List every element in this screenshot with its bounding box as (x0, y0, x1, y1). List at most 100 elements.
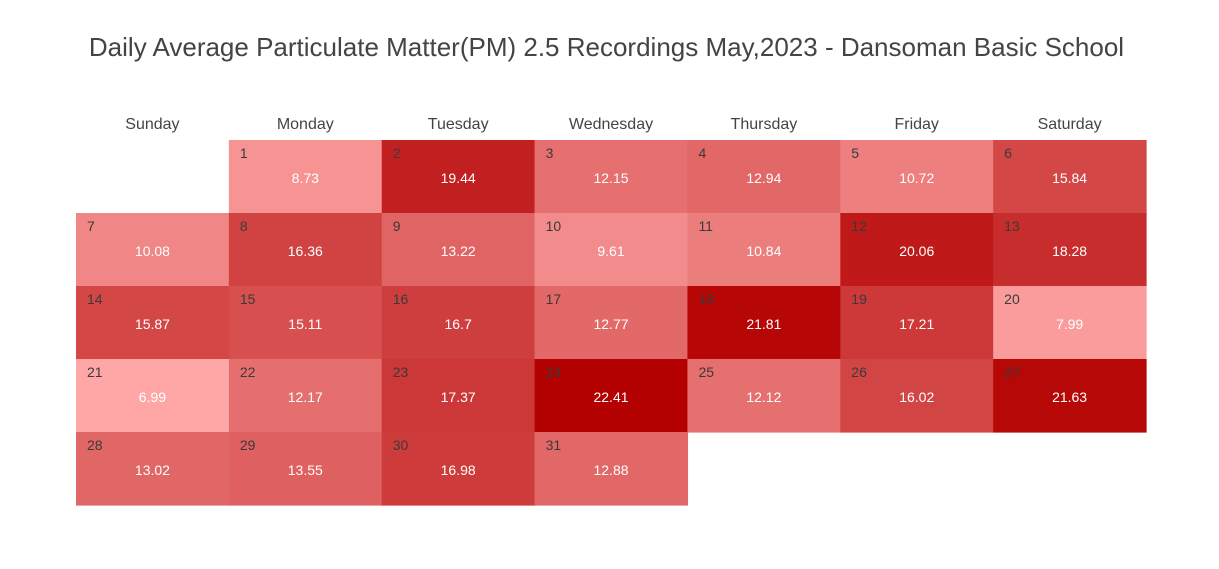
day-number: 1 (240, 145, 248, 161)
day-cell-20: 207.99 (993, 286, 1147, 360)
day-cell-25: 25 12.12 (687, 359, 841, 433)
day-number: 3 (546, 145, 554, 161)
day-number: 28 (87, 437, 103, 453)
value-label: 9.61 (597, 243, 624, 259)
value-label: 10.08 (135, 243, 170, 259)
day-cell-7: 710.08 (76, 213, 230, 287)
heat-cell (228, 432, 383, 506)
weekday-header-thursday: Thursday (731, 116, 798, 133)
heat-cell (228, 140, 383, 214)
heat-cell (687, 359, 841, 433)
day-number: 13 (1004, 218, 1020, 234)
day-cell-23: 23 17.37 (381, 359, 536, 433)
day-cell-2: 219.44 (381, 140, 536, 214)
day-cell-27: 27 21.63 (993, 359, 1147, 433)
heat-cell (840, 286, 994, 360)
weekday-header-monday: Monday (277, 116, 334, 133)
heat-cell (381, 140, 536, 214)
heat-cell (228, 286, 383, 360)
heat-cell (228, 359, 383, 433)
weekday-header-friday: Friday (894, 116, 938, 133)
day-number: 25 (698, 364, 714, 380)
heat-cell (840, 213, 994, 287)
day-number: 21 (87, 364, 103, 380)
day-cell-16: 16 16.7 (381, 286, 536, 360)
value-label: 6.99 (139, 389, 166, 405)
day-cell-8: 816.36 (228, 213, 383, 287)
day-cell-11: 11 10.84 (687, 213, 841, 287)
day-number: 11 (698, 218, 713, 234)
day-cell-12: 12 20.06 (840, 213, 994, 287)
day-number: 31 (546, 437, 562, 453)
heat-cell (687, 140, 841, 214)
value-label: 16.7 (445, 316, 472, 332)
heat-cell (534, 140, 689, 214)
heat-cell (76, 359, 230, 433)
heat-cell (534, 213, 689, 287)
value-label: 12.77 (593, 316, 628, 332)
value-label: 18.28 (1052, 243, 1087, 259)
day-number: 16 (393, 291, 409, 307)
value-label: 16.02 (899, 389, 934, 405)
heat-cell (76, 432, 230, 506)
value-label: 10.84 (746, 243, 781, 259)
heat-cell (993, 213, 1147, 287)
value-label: 8.73 (292, 170, 319, 186)
day-cell-26: 26 16.02 (840, 359, 994, 433)
value-label: 13.22 (441, 243, 476, 259)
day-number: 26 (851, 364, 867, 380)
day-cell-29: 29 13.55 (228, 432, 383, 506)
day-cell-14: 14 15.87 (76, 286, 230, 360)
day-number: 14 (87, 291, 103, 307)
value-label: 19.44 (441, 170, 476, 186)
day-cell-6: 615.84 (993, 140, 1147, 214)
day-number: 7 (87, 218, 95, 234)
heat-cell (993, 140, 1147, 214)
value-label: 12.94 (746, 170, 781, 186)
value-label: 15.11 (288, 316, 322, 332)
day-number: 17 (546, 291, 562, 307)
day-number: 15 (240, 291, 256, 307)
day-number: 6 (1004, 145, 1012, 161)
heat-cell (381, 432, 536, 506)
heat-cell (840, 359, 994, 433)
heat-cell (381, 359, 536, 433)
value-label: 13.02 (135, 462, 170, 478)
value-label: 12.12 (746, 389, 781, 405)
day-number: 19 (851, 291, 867, 307)
weekday-header-wednesday: Wednesday (569, 116, 653, 133)
day-cell-9: 913.22 (381, 213, 536, 287)
day-cell-13: 13 18.28 (993, 213, 1147, 287)
value-label: 22.41 (593, 389, 628, 405)
day-number: 29 (240, 437, 256, 453)
day-cell-4: 412.94 (687, 140, 841, 214)
value-label: 13.55 (288, 462, 323, 478)
heat-cell (381, 213, 536, 287)
heat-cell (534, 286, 689, 360)
value-label: 17.37 (441, 389, 476, 405)
day-cell-15: 15 15.11 (228, 286, 383, 360)
weekday-header-sunday: Sunday (125, 116, 179, 133)
day-number: 30 (393, 437, 409, 453)
heat-cell (381, 286, 536, 360)
value-label: 20.06 (899, 243, 934, 259)
day-cell-30: 30 16.98 (381, 432, 536, 506)
day-number: 5 (851, 145, 859, 161)
heat-cell (534, 359, 689, 433)
day-cell-17: 17 12.77 (534, 286, 689, 360)
day-number: 22 (240, 364, 256, 380)
heat-cell (993, 359, 1147, 433)
day-number: 20 (1004, 291, 1020, 307)
day-number: 24 (546, 364, 562, 380)
day-number: 18 (698, 291, 714, 307)
heat-cell (993, 286, 1147, 360)
day-cell-24: 24 22.41 (534, 359, 689, 433)
value-label: 12.15 (593, 170, 628, 186)
value-label: 17.21 (899, 316, 934, 332)
day-cell-10: 109.61 (534, 213, 689, 287)
day-number: 2 (393, 145, 401, 161)
heat-cell (228, 213, 383, 287)
value-label: 12.17 (288, 389, 323, 405)
day-cell-3: 312.15 (534, 140, 689, 214)
